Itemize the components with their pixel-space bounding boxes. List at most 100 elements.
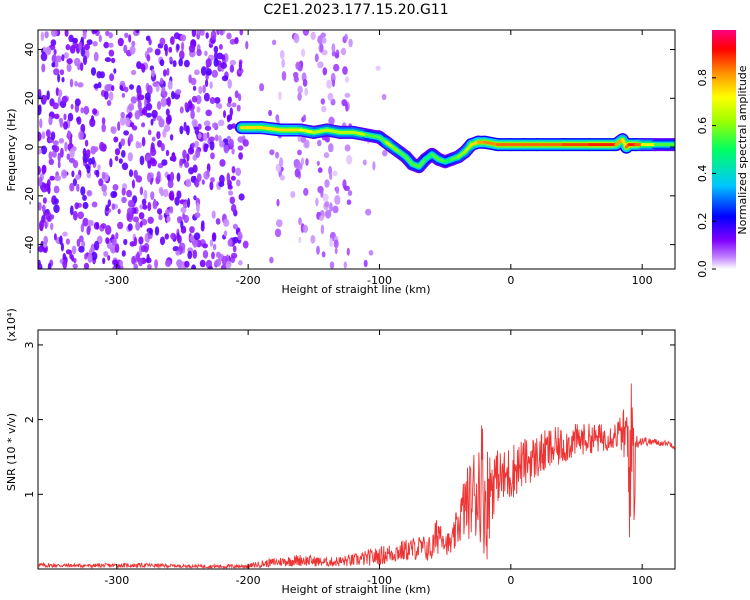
heatmap-cell: [130, 96, 137, 104]
heatmap-cell: [121, 150, 126, 158]
heatmap-cell: [82, 201, 89, 210]
heatmap-cell: [119, 116, 126, 126]
heatmap-cell: [219, 30, 224, 36]
heatmap-cell: [226, 172, 231, 183]
heatmap-cell: [166, 67, 170, 76]
heatmap-cell: [320, 98, 325, 105]
heatmap-cell: [372, 161, 376, 171]
heatmap-cell: [78, 41, 83, 51]
heatmap-cell: [38, 105, 42, 116]
heatmap-cell: [221, 75, 229, 82]
heatmap-cell: [281, 71, 287, 81]
heatmap-cell: [237, 68, 244, 74]
heatmap-cell: [317, 35, 324, 45]
heatmap-cell: [65, 44, 71, 51]
heatmap-cell: [105, 237, 110, 245]
heatmap-cell: [93, 51, 99, 62]
heatmap-frame: [37, 29, 676, 270]
heatmap-cell: [327, 92, 334, 101]
heatmap-cell: [176, 44, 180, 51]
heatmap-cell: [152, 82, 158, 87]
heatmap-cell: [120, 138, 126, 147]
heatmap-cell: [227, 184, 233, 190]
heatmap-cell: [302, 30, 310, 36]
heatmap-cell: [42, 197, 47, 204]
heatmap-cell: [205, 58, 212, 68]
heatmap-cell: [320, 32, 327, 38]
heatmap-cell: [297, 149, 302, 156]
heatmap-cell: [275, 151, 280, 159]
heatmap-cell: [128, 133, 134, 143]
heatmap-cell: [167, 114, 172, 124]
heatmap-cell: [107, 199, 112, 207]
heatmap-cell: [214, 134, 219, 142]
heatmap-cell: [76, 183, 80, 192]
heatmap-cell: [74, 80, 78, 87]
heatmap-cell: [76, 116, 82, 125]
heatmap-cell: [104, 90, 109, 100]
heatmap-cell: [131, 255, 137, 265]
heatmap-cell: [188, 74, 192, 84]
heatmap-cell: [156, 171, 161, 180]
heatmap-cell: [214, 97, 221, 104]
heatmap-cell: [196, 49, 202, 57]
heatmap-cell: [157, 208, 163, 215]
heatmap-cell: [53, 145, 60, 153]
heatmap-cell: [61, 76, 65, 83]
heatmap-cell: [38, 263, 43, 269]
heatmap-cell: [178, 58, 183, 67]
heatmap-cell: [162, 129, 167, 138]
heatmap-cell: [170, 232, 176, 240]
heatmap-cell: [211, 251, 215, 260]
heatmap-cell: [300, 136, 307, 144]
y-tick-label: -40: [23, 236, 36, 254]
heatmap-cell: [187, 147, 195, 155]
heatmap-cell: [63, 121, 68, 130]
heatmap-cell: [74, 202, 79, 210]
heatmap-cell: [184, 260, 190, 268]
heatmap-cell: [145, 102, 153, 111]
heatmap-cell: [84, 253, 88, 260]
heatmap-cell: [187, 197, 191, 208]
heatmap-cell: [146, 54, 151, 62]
heatmap-cell: [106, 100, 112, 106]
heatmap-cell: [102, 190, 108, 197]
heatmap-cell: [199, 259, 206, 268]
heatmap-x-ticks: -300 -200 -100 0 100: [104, 30, 653, 287]
heatmap-cell: [205, 70, 212, 76]
heatmap-cell: [324, 179, 330, 188]
heatmap-cell: [346, 199, 352, 205]
heatmap-cell: [60, 147, 64, 158]
heatmap-cell: [74, 57, 81, 67]
heatmap-cell: [123, 130, 129, 136]
heatmap-cell: [124, 86, 129, 93]
heatmap-cell: [147, 264, 152, 269]
x-tick-label: -200: [236, 574, 261, 587]
heatmap-cell: [279, 49, 285, 60]
heatmap-cell: [151, 68, 155, 78]
heatmap-cell: [139, 221, 143, 228]
heatmap-cell: [203, 143, 208, 153]
heatmap-cell: [124, 32, 129, 39]
heatmap-cell: [194, 212, 201, 219]
heatmap-cell: [107, 255, 111, 261]
heatmap-cell: [146, 112, 152, 118]
heatmap-cell: [154, 48, 161, 56]
heatmap-cell: [77, 211, 84, 220]
colorbar-tick-label: 0.2: [696, 212, 709, 230]
heatmap-cell: [321, 37, 327, 44]
heatmap-cell: [175, 250, 181, 256]
x-tick-label: -200: [236, 274, 261, 287]
heatmap-cell: [295, 61, 302, 70]
heatmap-cell: [181, 41, 185, 52]
heatmap-cell: [58, 138, 65, 144]
heatmap-cell: [223, 218, 230, 227]
snr-panel: -300 -200 -100 0 100 1 2 3 Height of straight …: [5, 308, 676, 596]
heatmap-cell: [66, 153, 71, 160]
heatmap-cell: [245, 41, 249, 50]
heatmap-cell: [87, 253, 93, 263]
heatmap-cell: [101, 123, 106, 133]
heatmap-cell: [117, 208, 121, 215]
heatmap-cell: [179, 158, 184, 166]
heatmap-cell: [233, 236, 239, 244]
